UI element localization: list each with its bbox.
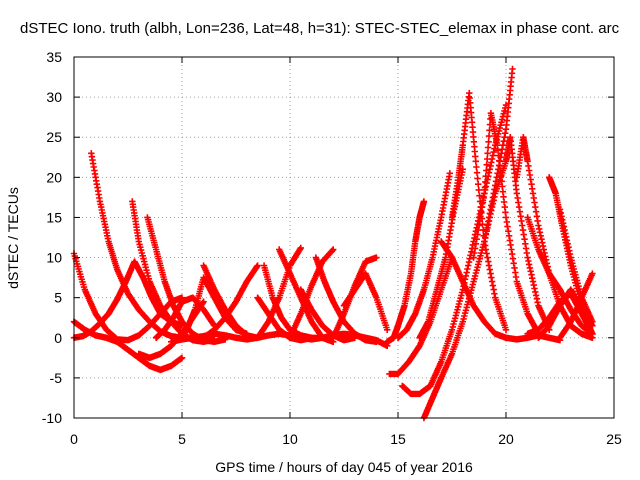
- y-tick-label: 35: [46, 49, 62, 65]
- y-tick-label: 25: [46, 129, 62, 145]
- y-tick-label: 0: [54, 330, 62, 346]
- series-markers: [152, 294, 218, 341]
- x-axis-label: GPS time / hours of day 045 of year 2016: [215, 459, 473, 475]
- series-22: [394, 170, 453, 341]
- series-markers: [254, 244, 304, 341]
- series-7: [152, 294, 218, 341]
- series-markers: [535, 286, 596, 341]
- series-markers: [513, 134, 596, 341]
- series-markers: [297, 286, 358, 344]
- axis-ticks: 0 5 10 15 20 25 -10 -5 0 5 10 15 20 25 30 35: [42, 49, 622, 447]
- y-tick-label: -10: [42, 410, 62, 426]
- series-27: [448, 89, 510, 333]
- y-tick-label: 30: [46, 89, 62, 105]
- series-markers: [340, 270, 391, 333]
- y-axis-label: dSTEC / TECUs: [5, 187, 21, 289]
- y-tick-label: 5: [54, 290, 62, 306]
- y-tick-label: 10: [46, 250, 62, 266]
- series-markers: [386, 254, 456, 378]
- y-tick-label: 20: [46, 169, 62, 185]
- series-markers: [470, 110, 542, 337]
- x-tick-label: 5: [178, 431, 186, 447]
- chart-title: dSTEC Iono. truth (albh, Lon=236, Lat=48…: [20, 20, 620, 37]
- series-markers: [481, 134, 553, 333]
- series-markers: [448, 89, 510, 333]
- series-30: [481, 134, 553, 333]
- x-tick-label: 10: [282, 431, 298, 447]
- x-tick-label: 25: [606, 431, 622, 447]
- series-28: [438, 238, 564, 344]
- data-points: [70, 65, 596, 422]
- series-markers: [438, 238, 564, 344]
- series-21: [384, 198, 428, 345]
- x-tick-label: 0: [70, 431, 78, 447]
- series-37: [535, 286, 596, 341]
- series-31: [513, 134, 596, 341]
- y-tick-label: 15: [46, 209, 62, 225]
- series-29: [470, 110, 542, 337]
- series-markers: [384, 198, 428, 345]
- plot-frame: [73, 56, 615, 419]
- x-tick-label: 20: [498, 431, 514, 447]
- series-14: [254, 244, 304, 341]
- series-20: [340, 270, 391, 333]
- series-markers: [394, 170, 453, 341]
- y-tick-label: -5: [50, 370, 63, 386]
- series-24: [386, 254, 456, 378]
- x-tick-label: 15: [390, 431, 406, 447]
- series-17: [297, 286, 358, 344]
